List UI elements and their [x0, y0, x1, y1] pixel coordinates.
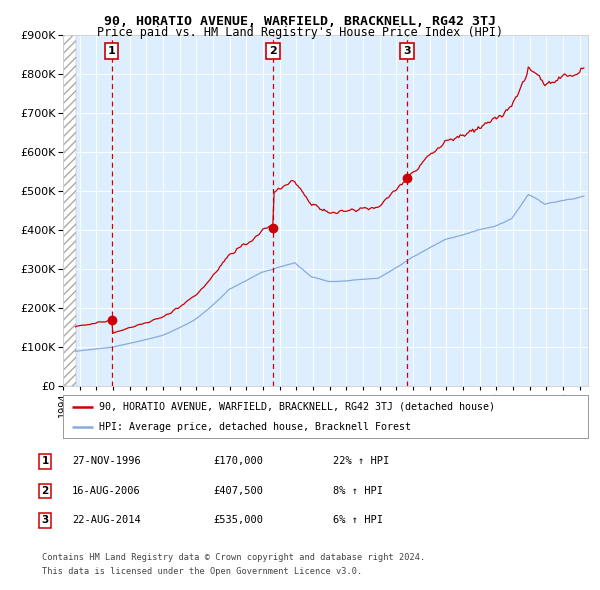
Text: Price paid vs. HM Land Registry's House Price Index (HPI): Price paid vs. HM Land Registry's House …	[97, 26, 503, 39]
Text: This data is licensed under the Open Government Licence v3.0.: This data is licensed under the Open Gov…	[42, 566, 362, 576]
Text: 3: 3	[41, 516, 49, 525]
Text: 1: 1	[107, 46, 115, 56]
Text: 2: 2	[269, 46, 277, 56]
Text: 22% ↑ HPI: 22% ↑ HPI	[333, 457, 389, 466]
Text: 90, HORATIO AVENUE, WARFIELD, BRACKNELL, RG42 3TJ (detached house): 90, HORATIO AVENUE, WARFIELD, BRACKNELL,…	[98, 402, 494, 412]
Bar	[63, 35, 76, 386]
Text: £407,500: £407,500	[213, 486, 263, 496]
Text: £170,000: £170,000	[213, 457, 263, 466]
Text: 8% ↑ HPI: 8% ↑ HPI	[333, 486, 383, 496]
Text: 6% ↑ HPI: 6% ↑ HPI	[333, 516, 383, 525]
Text: 2: 2	[41, 486, 49, 496]
Text: 27-NOV-1996: 27-NOV-1996	[72, 457, 141, 466]
Text: 22-AUG-2014: 22-AUG-2014	[72, 516, 141, 525]
Text: 90, HORATIO AVENUE, WARFIELD, BRACKNELL, RG42 3TJ: 90, HORATIO AVENUE, WARFIELD, BRACKNELL,…	[104, 15, 496, 28]
Text: 3: 3	[403, 46, 411, 56]
Text: 16-AUG-2006: 16-AUG-2006	[72, 486, 141, 496]
Text: £535,000: £535,000	[213, 516, 263, 525]
Text: HPI: Average price, detached house, Bracknell Forest: HPI: Average price, detached house, Brac…	[98, 422, 410, 432]
Text: 1: 1	[41, 457, 49, 466]
Text: Contains HM Land Registry data © Crown copyright and database right 2024.: Contains HM Land Registry data © Crown c…	[42, 553, 425, 562]
